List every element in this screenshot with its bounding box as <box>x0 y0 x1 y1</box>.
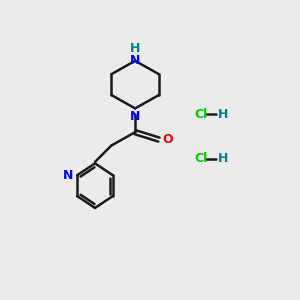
Text: N: N <box>130 54 140 67</box>
Text: H: H <box>218 152 229 165</box>
Text: N: N <box>63 169 74 182</box>
Text: N: N <box>130 110 140 123</box>
Text: O: O <box>162 133 172 146</box>
Text: H: H <box>218 108 229 121</box>
Text: Cl: Cl <box>195 152 208 165</box>
Text: H: H <box>130 43 140 56</box>
Text: Cl: Cl <box>195 108 208 121</box>
